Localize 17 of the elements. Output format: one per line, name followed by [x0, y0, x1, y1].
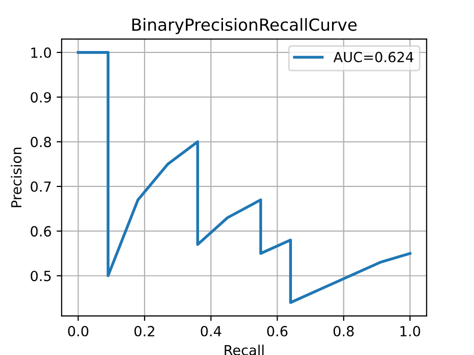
y-tick-label: 0.5 — [30, 270, 51, 282]
x-tick-label: 0.2 — [134, 326, 154, 336]
x-tick-label: 0.8 — [334, 326, 354, 336]
x-tick-label: 1.0 — [400, 326, 420, 336]
y-tick-label: 0.6 — [30, 226, 52, 237]
y-tick-label: 0.7 — [30, 181, 51, 192]
x-tick-label: 0.6 — [267, 326, 288, 336]
legend-label: AUC=0.624 — [333, 52, 414, 62]
y-tick-label: 0.9 — [30, 92, 51, 103]
chart-title: BinaryPrecisionRecallCurve — [132, 18, 357, 34]
y-axis-title: Precision — [10, 148, 22, 208]
x-tick-label: 0.0 — [68, 326, 88, 336]
x-tick-label: 0.4 — [200, 326, 222, 336]
y-tick-label: 0.8 — [30, 136, 51, 148]
y-tick-label: 1.0 — [31, 47, 51, 58]
line-series — [76, 51, 412, 304]
x-axis-title: Recall — [224, 344, 264, 355]
